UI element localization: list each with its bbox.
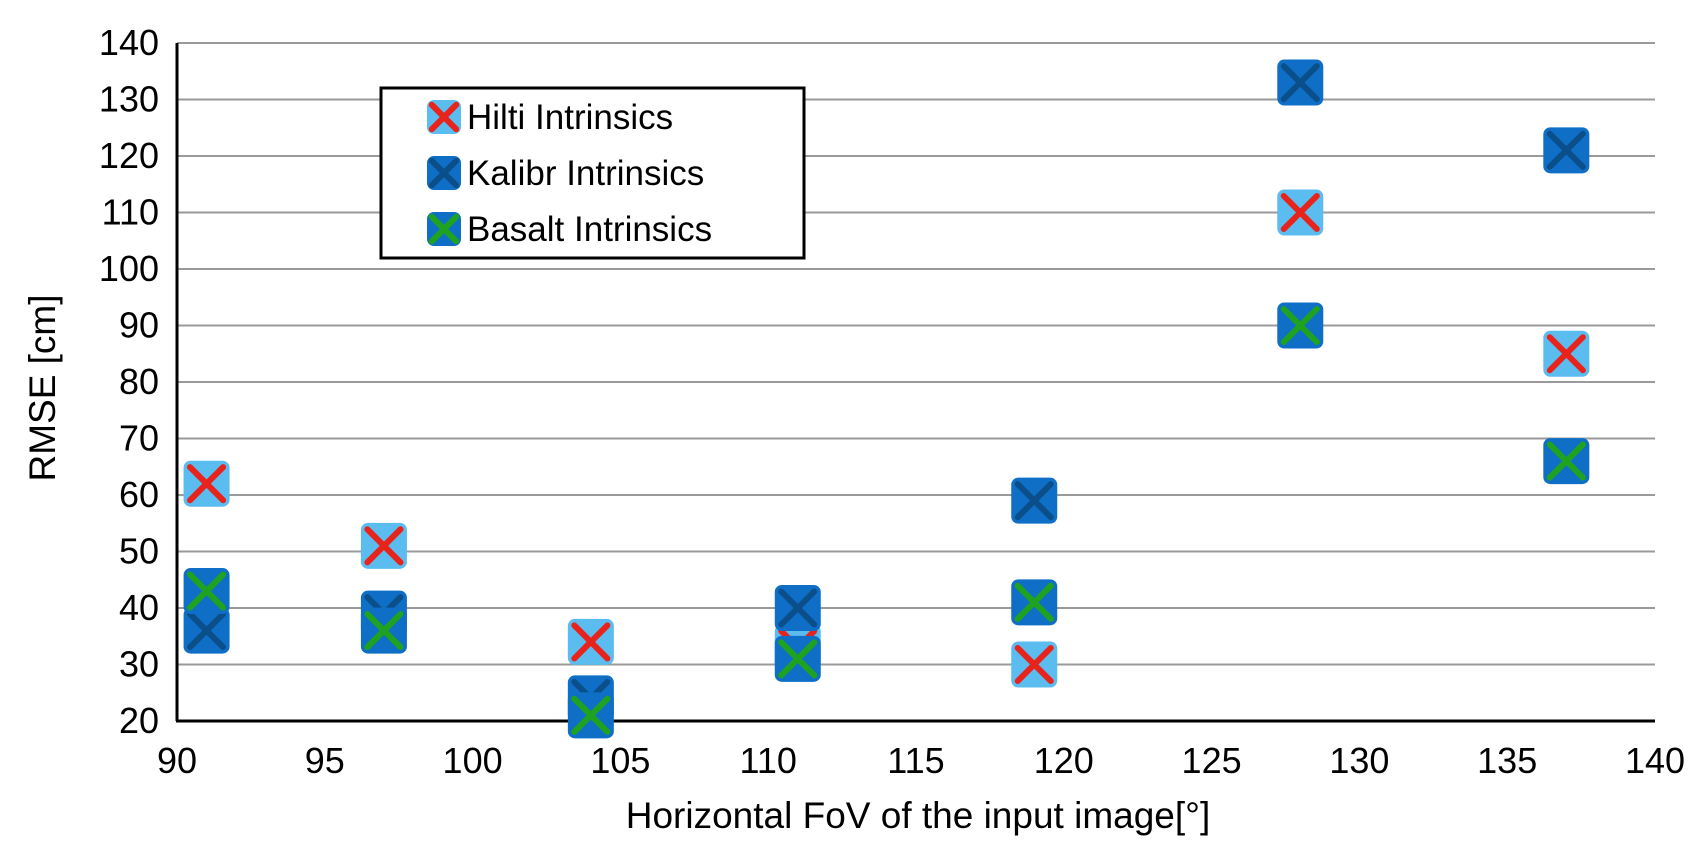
data-point-hilti [183, 460, 230, 507]
data-point-basalt [567, 692, 614, 739]
x-tick-label: 95 [305, 740, 345, 781]
data-point-kalibr [1011, 477, 1058, 524]
axes [175, 43, 1655, 723]
x-tick-label: 135 [1477, 740, 1537, 781]
data-point-hilti [1277, 189, 1324, 236]
y-tick-label: 140 [99, 22, 159, 63]
legend-label-hilti: Hilti Intrinsics [467, 98, 673, 137]
y-tick-labels: 20 30 40 50 60 70 80 90 100 110 120 130 140 [99, 22, 159, 741]
data-point-kalibr [774, 585, 821, 631]
legend-marker-hilti [427, 100, 461, 134]
data-points [183, 59, 1590, 739]
legend-label-basalt: Basalt Intrinsics [467, 210, 712, 249]
x-tick-label: 125 [1182, 740, 1242, 781]
x-tick-label: 140 [1625, 740, 1685, 781]
y-tick-label: 100 [99, 248, 159, 289]
data-point-kalibr [1543, 127, 1590, 174]
y-tick-label: 90 [119, 305, 159, 346]
x-axis-title: Horizontal FoV of the input image[°] [626, 795, 1210, 836]
data-point-hilti [1011, 641, 1058, 688]
legend-marker-basalt [427, 212, 461, 246]
data-point-basalt [360, 607, 407, 654]
legend-marker-kalibr [427, 156, 461, 190]
data-point-kalibr [1277, 59, 1324, 106]
y-tick-label: 120 [99, 135, 159, 176]
y-tick-label: 80 [119, 361, 159, 402]
x-tick-label: 115 [887, 740, 944, 781]
y-tick-label: 20 [119, 700, 159, 741]
data-point-basalt [1277, 302, 1324, 349]
y-axis-title: RMSE [cm] [22, 294, 63, 481]
y-tick-label: 40 [119, 587, 159, 628]
y-tick-label: 50 [119, 531, 159, 572]
y-tick-label: 110 [102, 192, 159, 233]
data-point-hilti [567, 618, 614, 665]
data-point-kalibr [183, 607, 230, 654]
data-point-hilti [360, 522, 407, 569]
legend: Hilti Intrinsics Kalibr Intrinsics Basal… [379, 86, 806, 260]
data-point-hilti [1543, 330, 1590, 377]
y-tick-label: 130 [99, 79, 159, 120]
y-tick-label: 60 [119, 474, 159, 515]
legend-markers [427, 100, 461, 246]
legend-label-kalibr: Kalibr Intrinsics [467, 154, 704, 193]
x-tick-label: 130 [1329, 740, 1389, 781]
x-tick-label: 100 [443, 740, 503, 781]
y-tick-label: 70 [119, 418, 159, 459]
x-tick-label: 105 [590, 740, 650, 781]
data-point-basalt [774, 635, 821, 682]
x-tick-label: 120 [1034, 740, 1094, 781]
data-point-basalt [1011, 579, 1058, 626]
data-point-basalt [1543, 438, 1590, 485]
data-point-basalt [183, 568, 230, 615]
x-tick-label: 110 [739, 740, 796, 781]
x-tick-label: 90 [157, 740, 197, 781]
y-tick-label: 30 [119, 644, 159, 685]
x-tick-labels: 90 95 100 105 110 115 120 125 130 135 140 [157, 740, 1685, 781]
